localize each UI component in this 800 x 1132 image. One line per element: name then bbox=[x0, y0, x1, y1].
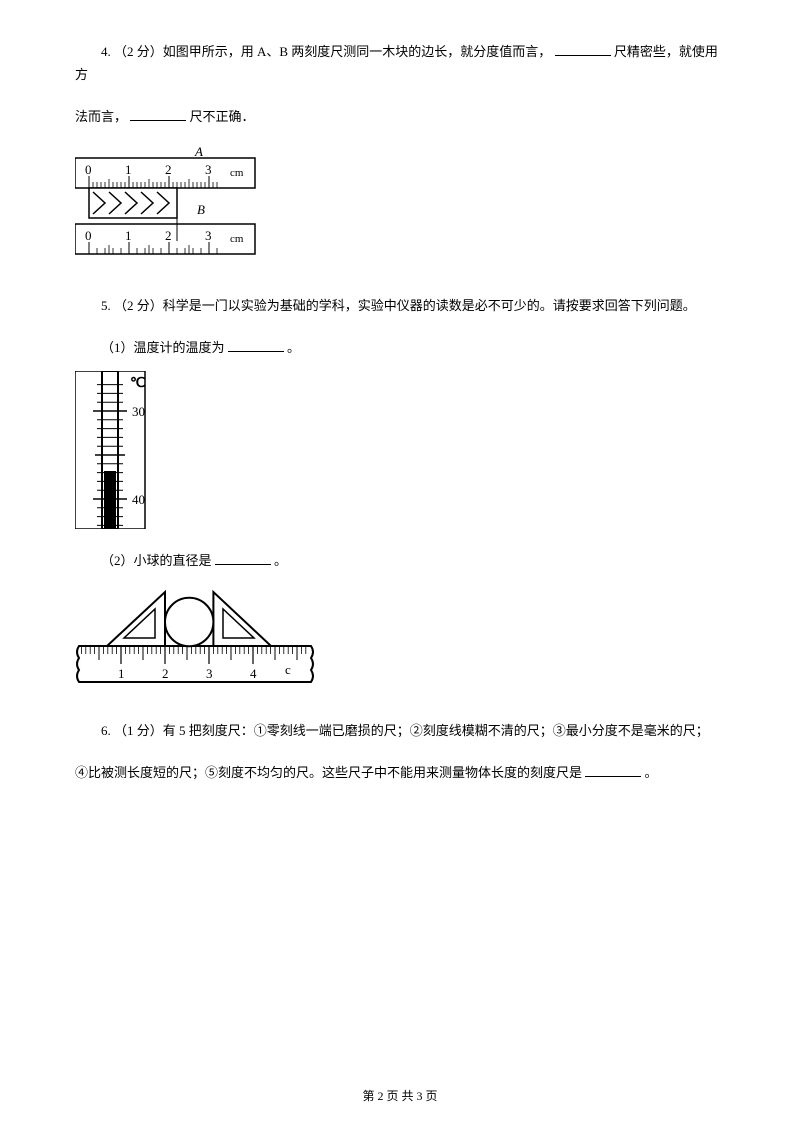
svg-text:2: 2 bbox=[165, 228, 172, 243]
svg-text:30: 30 bbox=[132, 404, 145, 419]
svg-text:℃: ℃ bbox=[130, 376, 146, 391]
q5-blank-2 bbox=[215, 552, 271, 565]
q5-text: 5. （2 分）科学是一门以实验为基础的学科，实验中仪器的读数是必不可少的。请按… bbox=[101, 298, 696, 313]
svg-text:4: 4 bbox=[250, 666, 257, 681]
svg-text:0: 0 bbox=[85, 162, 92, 177]
svg-text:3: 3 bbox=[205, 162, 212, 177]
svg-text:0: 0 bbox=[85, 228, 92, 243]
svg-text:cm: cm bbox=[230, 233, 244, 245]
footer-text: 第 2 页 共 3 页 bbox=[362, 1089, 437, 1103]
q4-blank-2 bbox=[130, 108, 186, 121]
q4-text-3: 法而言， bbox=[75, 109, 127, 124]
svg-text:3: 3 bbox=[206, 666, 213, 681]
q6-text-b: ④比被测长度短的尺；⑤刻度不均匀的尺。这些尺子中不能用来测量物体长度的刻度尺是 bbox=[75, 765, 582, 780]
q5-part1: （1）温度计的温度为 。 bbox=[75, 336, 725, 359]
q4-rulers-svg: A 0 1 2 3 cm bbox=[75, 146, 270, 274]
svg-text:1: 1 bbox=[125, 228, 132, 243]
question-6-line2: ④比被测长度短的尺；⑤刻度不均匀的尺。这些尺子中不能用来测量物体长度的刻度尺是 … bbox=[75, 761, 725, 784]
q5-part2: （2）小球的直径是 。 bbox=[75, 549, 725, 572]
q4-blank-1 bbox=[555, 43, 611, 56]
q5-caliper-figure: 1 2 3 4 c bbox=[75, 584, 725, 699]
q6-blank bbox=[585, 764, 641, 777]
svg-text:1: 1 bbox=[125, 162, 132, 177]
q4-text-1: 4. （2 分）如图甲所示，用 A、B 两刻度尺测同一木块的边长，就分度值而言， bbox=[101, 44, 551, 59]
svg-text:cm: cm bbox=[230, 167, 244, 179]
q4-text-4: 尺不正确． bbox=[190, 109, 255, 124]
svg-text:2: 2 bbox=[165, 162, 172, 177]
caliper-svg: 1 2 3 4 c bbox=[75, 584, 315, 699]
q5-p1-a: （1）温度计的温度为 bbox=[101, 340, 225, 355]
svg-text:40: 40 bbox=[132, 492, 145, 507]
svg-text:c: c bbox=[285, 662, 291, 677]
svg-text:3: 3 bbox=[205, 228, 212, 243]
q6-text-a: 6. （1 分）有 5 把刻度尺：①零刻线一端已磨损的尺；②刻度线模糊不清的尺；… bbox=[101, 723, 709, 738]
svg-text:B: B bbox=[197, 202, 205, 217]
svg-text:A: A bbox=[194, 146, 203, 159]
q5-blank-1 bbox=[228, 339, 284, 352]
q5-p2-b: 。 bbox=[274, 553, 287, 568]
q4-figure: A 0 1 2 3 cm bbox=[75, 146, 725, 274]
question-4-line2: 法而言， 尺不正确． bbox=[75, 105, 725, 128]
q5-p2-a: （2）小球的直径是 bbox=[101, 553, 212, 568]
svg-text:1: 1 bbox=[118, 666, 125, 681]
svg-text:2: 2 bbox=[162, 666, 169, 681]
q5-thermometer-figure: ℃ 30 40 bbox=[75, 371, 725, 529]
thermometer-svg: ℃ 30 40 bbox=[75, 371, 175, 529]
page-footer: 第 2 页 共 3 页 bbox=[0, 1086, 800, 1108]
question-4: 4. （2 分）如图甲所示，用 A、B 两刻度尺测同一木块的边长，就分度值而言，… bbox=[75, 40, 725, 87]
question-5: 5. （2 分）科学是一门以实验为基础的学科，实验中仪器的读数是必不可少的。请按… bbox=[75, 294, 725, 317]
q6-text-c: 。 bbox=[645, 765, 658, 780]
q5-p1-b: 。 bbox=[287, 340, 300, 355]
question-6-line1: 6. （1 分）有 5 把刻度尺：①零刻线一端已磨损的尺；②刻度线模糊不清的尺；… bbox=[75, 719, 725, 742]
